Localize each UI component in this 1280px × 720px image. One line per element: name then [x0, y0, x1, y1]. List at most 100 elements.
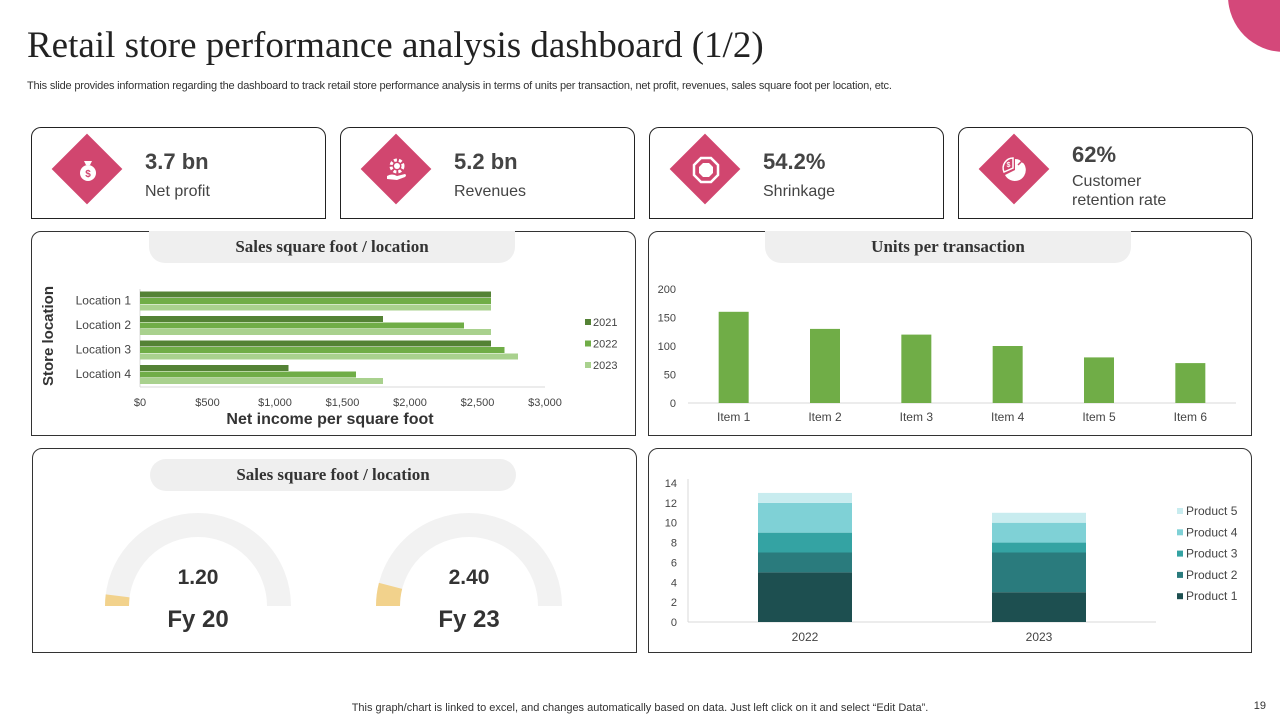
y-tick-label: 6 — [671, 557, 677, 569]
x-axis-title: Net income per square foot — [226, 411, 434, 428]
x-tick-label: $1,500 — [326, 397, 360, 409]
legend-swatch-product-5 — [1177, 508, 1183, 514]
legend-label-2021: 2021 — [593, 317, 617, 329]
x-tick-label: Item 6 — [1174, 410, 1208, 424]
y-tick-label: 100 — [658, 341, 676, 353]
gauge-track — [376, 513, 562, 607]
gauge-fill — [105, 594, 130, 607]
bar-2023-location-1 — [140, 304, 491, 311]
product-stacked-chart: 0 2 4 6 8 10 12 14 2022 2023 Product 5 Product 4 Pro… — [665, 478, 1238, 644]
y-tick-label: 200 — [658, 284, 676, 296]
bar-item-3 — [901, 334, 932, 403]
bar-product-4-2023 — [992, 522, 1086, 543]
x-tick-label: Item 1 — [717, 410, 751, 424]
units-title: Units per transaction — [765, 231, 1131, 263]
sales-location-title: Sales square foot / location — [149, 231, 515, 263]
y-tick-label: Location 3 — [76, 343, 132, 357]
bar-product-5-2022 — [758, 492, 852, 503]
money-bag-icon: $ — [63, 145, 113, 195]
y-tick-label: 50 — [664, 370, 676, 382]
y-tick-label: 10 — [665, 518, 677, 530]
legend-swatch-2023 — [585, 362, 591, 368]
gauge-value-fy23: 2.40 — [448, 566, 490, 589]
bar-2023-location-4 — [140, 378, 383, 384]
bar-2021-location-2 — [140, 316, 383, 322]
x-tick-label: $2,500 — [461, 397, 495, 409]
product-stacked-panel — [648, 448, 1252, 653]
bar-2022-location-1 — [140, 298, 491, 304]
page-title: Retail store performance analysis dashbo… — [27, 25, 764, 66]
sales-location-panel: Sales square foot / location — [31, 231, 636, 436]
bar-2021-location-3 — [140, 340, 491, 347]
gauge-label-fy23: Fy 23 — [438, 606, 500, 633]
legend-label-product-4: Product 4 — [1186, 525, 1238, 539]
x-tick-label: $500 — [195, 397, 219, 409]
bar-2023-location-3 — [140, 353, 518, 360]
svg-text:$: $ — [85, 169, 91, 180]
x-tick-label: Item 2 — [808, 410, 842, 424]
legend-label-product-5: Product 5 — [1186, 504, 1238, 518]
y-tick-label: 8 — [671, 538, 677, 550]
page-subtitle: This slide provides information regardin… — [27, 80, 892, 92]
y-tick-label: 4 — [671, 577, 677, 589]
legend-label-product-1: Product 1 — [1186, 589, 1238, 603]
kpi-card-revenues: 5.2 bn Revenues — [340, 127, 635, 219]
kpi-label: Shrinkage — [763, 183, 836, 200]
legend-label-product-2: Product 2 — [1186, 568, 1238, 582]
stop-octagon-icon — [681, 145, 731, 195]
kpi-card-net-profit: $ 3.7 bn Net profit — [31, 127, 326, 219]
x-tick-label: $2,000 — [393, 397, 427, 409]
gear-hand-icon — [372, 145, 422, 195]
bar-2022-location-3 — [140, 347, 505, 353]
svg-text:$: $ — [1007, 162, 1011, 169]
bar-item-5 — [1084, 357, 1114, 403]
gauge-value-fy20: 1.20 — [177, 566, 219, 589]
bar-item-6 — [1175, 363, 1206, 403]
bar-product-5-2023 — [992, 512, 1086, 523]
page-number: 19 — [1253, 700, 1266, 712]
bar-2023-location-2 — [140, 329, 491, 335]
kpi-value: 3.7 bn — [145, 149, 209, 174]
bar-2021-location-1 — [140, 291, 491, 298]
kpi-label: Revenues — [454, 183, 527, 200]
bar-product-1-2023 — [992, 592, 1086, 622]
legend-swatch-product-4 — [1177, 529, 1183, 536]
bar-product-3-2022 — [758, 532, 852, 553]
units-bar-chart: 0 50 100 150 200 Item 1 Item 2 Item 3 Item 4 Item… — [658, 284, 1236, 424]
legend-swatch-product-2 — [1177, 571, 1183, 578]
legend-swatch-2021 — [585, 319, 591, 325]
y-tick-label: Location 2 — [76, 318, 132, 332]
units-panel: Units per transaction — [648, 231, 1252, 436]
legend-label-product-3: Product 3 — [1186, 547, 1238, 561]
sales-location-bar-chart: Location 1 Location 2 Location 3 Location 4… — [40, 286, 617, 428]
x-tick-label: $1,000 — [258, 397, 292, 409]
x-tick-label: 2022 — [792, 630, 819, 644]
kpi-label: Net profit — [145, 183, 210, 200]
kpi-card-customer-retention: $ 62% Customer retention rate — [958, 127, 1253, 219]
bar-2022-location-2 — [140, 322, 464, 329]
legend-swatch-product-3 — [1177, 550, 1183, 557]
y-tick-label: 0 — [670, 398, 676, 410]
bar-product-2-2023 — [992, 552, 1086, 593]
legend-swatch-2022 — [585, 340, 591, 347]
bar-item-4 — [992, 346, 1023, 403]
bar-product-2-2022 — [758, 552, 852, 573]
bar-item-2 — [810, 328, 840, 403]
legend-swatch-product-1 — [1177, 593, 1183, 600]
x-tick-label: Item 3 — [900, 410, 934, 424]
y-axis-title: Store location — [40, 286, 57, 386]
x-tick-label: 2023 — [1026, 630, 1053, 644]
y-tick-label: 150 — [658, 313, 676, 325]
x-tick-label: $3,000 — [528, 397, 562, 409]
y-tick-label: 2 — [671, 597, 677, 609]
corner-decoration — [1228, 0, 1280, 52]
legend-label-2022: 2022 — [593, 339, 617, 351]
bar-product-4-2022 — [758, 502, 852, 533]
kpi-value: 5.2 bn — [454, 149, 518, 174]
bar-2022-location-4 — [140, 371, 356, 378]
bar-2021-location-4 — [140, 365, 289, 371]
x-tick-label: $0 — [134, 397, 146, 409]
y-tick-label: Location 4 — [76, 367, 132, 381]
gauge-label-fy20: Fy 20 — [167, 606, 229, 633]
bar-product-1-2022 — [758, 572, 852, 622]
